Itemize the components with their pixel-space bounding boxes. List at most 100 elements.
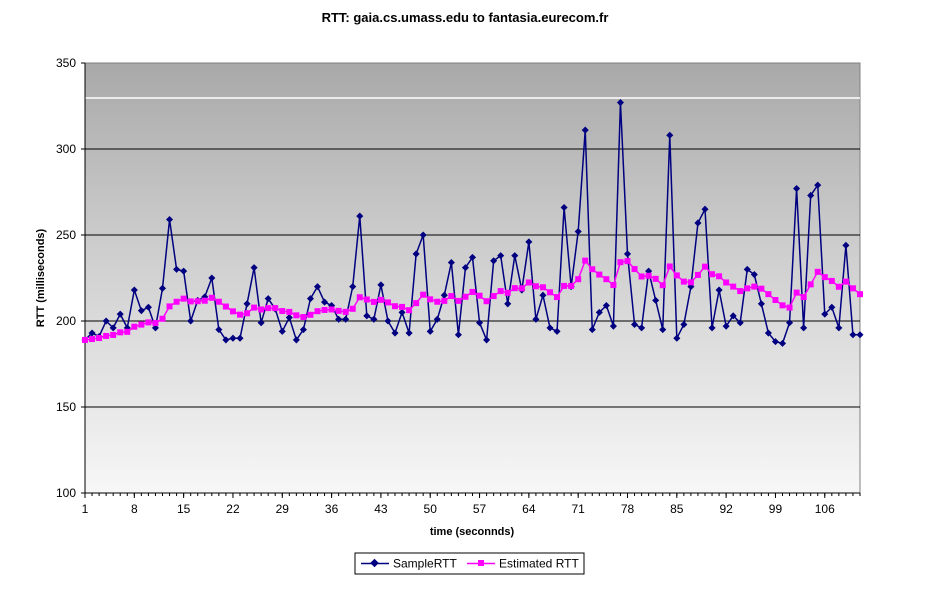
data-point-estimated-rtt bbox=[497, 288, 504, 295]
data-point-estimated-rtt bbox=[659, 282, 666, 289]
data-point-estimated-rtt bbox=[300, 314, 307, 321]
data-point-samplertt bbox=[856, 331, 864, 339]
data-point-estimated-rtt bbox=[779, 302, 786, 309]
data-point-samplertt bbox=[757, 300, 765, 308]
data-point-samplertt bbox=[377, 281, 385, 289]
data-point-estimated-rtt bbox=[702, 263, 708, 270]
data-point-samplertt bbox=[285, 314, 293, 322]
data-point-estimated-rtt bbox=[807, 281, 814, 288]
data-point-estimated-rtt bbox=[631, 266, 638, 273]
x-tick-label-43: 43 bbox=[374, 502, 388, 516]
data-point-samplertt bbox=[447, 258, 455, 267]
data-point-samplertt bbox=[370, 315, 378, 323]
data-point-estimated-rtt bbox=[857, 291, 863, 298]
data-point-samplertt bbox=[109, 324, 117, 332]
x-tick-label-64: 64 bbox=[522, 502, 536, 516]
data-point-samplertt bbox=[532, 315, 540, 323]
x-tick-label-29: 29 bbox=[276, 502, 290, 516]
data-point-samplertt bbox=[722, 322, 730, 330]
data-point-estimated-rtt bbox=[427, 296, 434, 303]
data-point-estimated-rtt bbox=[258, 306, 265, 313]
data-point-estimated-rtt bbox=[737, 288, 744, 295]
data-point-estimated-rtt bbox=[110, 331, 117, 338]
data-point-samplertt bbox=[715, 286, 723, 294]
data-point-samplertt bbox=[292, 336, 300, 344]
data-point-samplertt bbox=[595, 308, 603, 316]
data-point-estimated-rtt bbox=[744, 285, 751, 292]
data-point-estimated-rtt bbox=[406, 307, 413, 314]
data-point-estimated-rtt bbox=[786, 304, 793, 311]
data-point-estimated-rtt bbox=[286, 308, 293, 315]
data-point-estimated-rtt bbox=[356, 294, 363, 301]
data-point-samplertt bbox=[391, 329, 399, 337]
data-point-estimated-rtt bbox=[645, 272, 652, 279]
data-point-estimated-rtt bbox=[82, 336, 88, 343]
data-point-estimated-rtt bbox=[617, 259, 624, 266]
y-axis-label: RTT (milliseconds) bbox=[35, 228, 47, 327]
data-point-samplertt bbox=[659, 326, 667, 334]
legend: SampleRTT Estimated RTT bbox=[354, 552, 585, 575]
data-point-samplertt bbox=[807, 191, 815, 199]
data-point-samplertt bbox=[539, 291, 547, 299]
data-point-samplertt bbox=[222, 336, 230, 344]
data-point-samplertt bbox=[144, 303, 152, 311]
data-point-samplertt bbox=[490, 257, 498, 265]
data-point-estimated-rtt bbox=[842, 278, 849, 285]
x-tick-label-36: 36 bbox=[325, 502, 339, 516]
data-point-samplertt bbox=[553, 327, 561, 335]
data-point-samplertt bbox=[560, 203, 568, 212]
data-point-estimated-rtt bbox=[194, 298, 201, 305]
series-layer bbox=[81, 99, 864, 347]
data-point-samplertt bbox=[363, 312, 371, 320]
data-point-samplertt bbox=[638, 324, 646, 332]
data-point-samplertt bbox=[652, 296, 660, 304]
data-point-estimated-rtt bbox=[532, 283, 539, 290]
data-point-samplertt bbox=[440, 291, 448, 299]
data-point-estimated-rtt bbox=[279, 308, 286, 315]
data-point-estimated-rtt bbox=[159, 315, 166, 322]
x-tick-label-85: 85 bbox=[670, 502, 684, 516]
legend-label-samplertt: SampleRTT bbox=[393, 557, 457, 571]
legend-marker-estimated bbox=[478, 560, 484, 566]
data-point-samplertt bbox=[236, 334, 244, 342]
data-point-samplertt bbox=[180, 267, 188, 275]
data-point-estimated-rtt bbox=[138, 321, 145, 328]
data-point-estimated-rtt bbox=[117, 329, 124, 336]
data-point-samplertt bbox=[511, 252, 519, 260]
data-point-samplertt bbox=[166, 215, 174, 224]
data-point-estimated-rtt bbox=[751, 283, 758, 290]
data-point-samplertt bbox=[419, 231, 427, 239]
data-point-estimated-rtt bbox=[596, 271, 603, 278]
x-tick-label-50: 50 bbox=[424, 502, 438, 516]
data-point-samplertt bbox=[828, 303, 836, 311]
x-tick-label-1: 1 bbox=[82, 502, 89, 516]
data-point-estimated-rtt bbox=[828, 277, 835, 284]
data-point-estimated-rtt bbox=[145, 319, 152, 326]
data-point-samplertt bbox=[786, 319, 794, 327]
data-point-estimated-rtt bbox=[518, 285, 525, 292]
data-point-estimated-rtt bbox=[469, 288, 476, 295]
data-point-samplertt bbox=[701, 205, 709, 213]
data-point-samplertt bbox=[461, 264, 469, 272]
data-point-samplertt bbox=[306, 295, 314, 303]
data-point-estimated-rtt bbox=[328, 306, 335, 313]
data-point-samplertt bbox=[215, 326, 223, 334]
data-point-samplertt bbox=[412, 250, 420, 258]
x-tick-label-106: 106 bbox=[815, 502, 835, 516]
data-point-samplertt bbox=[616, 99, 624, 107]
data-point-samplertt bbox=[609, 322, 617, 330]
data-point-samplertt bbox=[137, 307, 145, 315]
x-tick-label-92: 92 bbox=[719, 502, 733, 516]
data-point-samplertt bbox=[426, 327, 434, 335]
data-point-samplertt bbox=[623, 250, 632, 258]
data-point-samplertt bbox=[335, 315, 343, 323]
data-point-estimated-rtt bbox=[652, 275, 659, 282]
x-tick-label-57: 57 bbox=[473, 502, 487, 516]
data-point-samplertt bbox=[321, 298, 329, 306]
data-point-samplertt bbox=[743, 265, 751, 273]
data-point-samplertt bbox=[483, 336, 491, 344]
data-point-estimated-rtt bbox=[490, 293, 497, 300]
data-point-estimated-rtt bbox=[800, 294, 807, 301]
data-point-samplertt bbox=[151, 324, 159, 332]
data-point-samplertt bbox=[187, 317, 195, 325]
